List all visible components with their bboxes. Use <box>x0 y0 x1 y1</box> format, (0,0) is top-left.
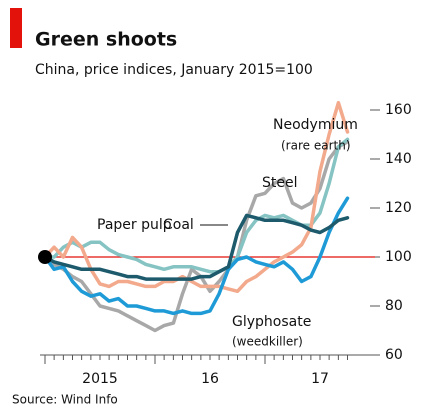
series-note: (weedkiller) <box>232 335 303 349</box>
x-tick-label: 17 <box>311 371 329 387</box>
series-note: (rare earth) <box>281 139 351 153</box>
brand-flag <box>10 8 22 48</box>
y-tick-label: 140 <box>385 151 412 167</box>
series-label: Paper pulp <box>97 217 172 233</box>
series-line <box>43 100 350 294</box>
series-label: Neodymium <box>273 117 358 133</box>
y-tick-label: 160 <box>385 102 412 118</box>
y-tick-label: 80 <box>385 298 403 314</box>
y-tick-label: 120 <box>385 200 412 216</box>
series-line <box>43 213 350 281</box>
x-tick-label: 16 <box>201 371 219 387</box>
series-label: Glyphosate <box>232 314 311 330</box>
y-tick-label: 100 <box>385 249 412 265</box>
series-label: Steel <box>262 175 298 191</box>
series-line <box>43 140 350 333</box>
y-tick-label: 60 <box>385 347 403 363</box>
x-tick-label: 2015 <box>82 371 118 387</box>
series-line <box>43 137 350 274</box>
series-label: Coal <box>163 217 194 233</box>
source: Source: Wind Info <box>12 393 118 407</box>
chart-subtitle: China, price indices, January 2015=100 <box>35 62 313 78</box>
start-dot <box>38 250 52 264</box>
chart-title: Green shoots <box>35 29 177 51</box>
series-line <box>43 196 350 316</box>
